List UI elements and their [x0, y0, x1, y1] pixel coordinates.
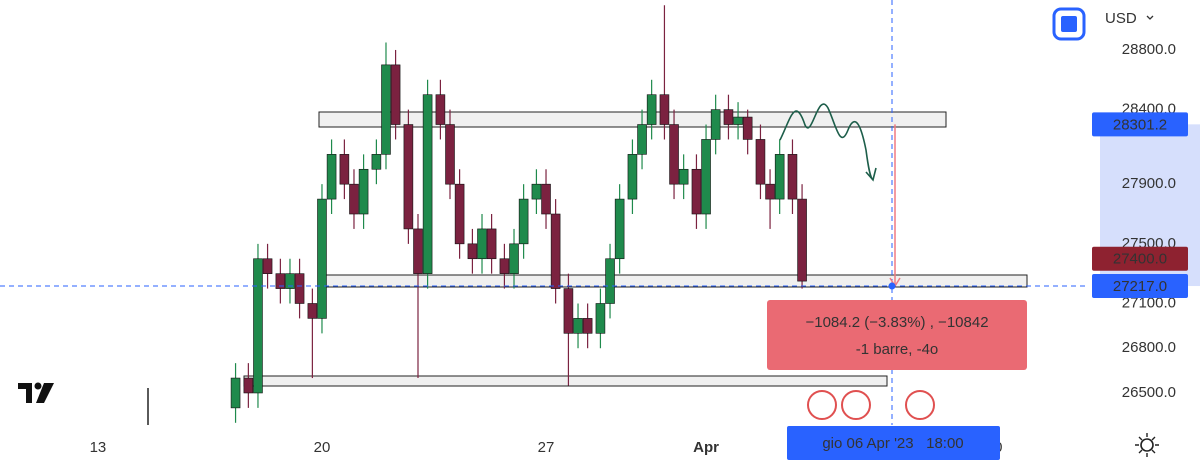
x-tick-label: Apr	[693, 439, 719, 456]
event-flags	[807, 390, 935, 420]
y-tick-label: 27900.0	[1122, 175, 1176, 192]
x-tick-label: 27	[538, 439, 555, 456]
y-tick-label: 26800.0	[1122, 339, 1176, 356]
candle-body	[787, 154, 798, 200]
price-marker-label: 27400.0	[1113, 251, 1167, 268]
candle-body	[253, 258, 263, 394]
candle-body	[467, 243, 478, 260]
candle-body	[390, 64, 401, 125]
hand-drawn-arrow	[779, 103, 877, 182]
sun-rays	[1135, 433, 1159, 457]
candle-body	[339, 154, 350, 185]
zone-rect	[319, 274, 1028, 288]
logo-part	[18, 383, 32, 403]
zone-rect	[243, 375, 888, 387]
candle-body	[422, 94, 433, 274]
candle-body	[285, 273, 295, 289]
price-marker	[1092, 246, 1188, 271]
candle-body	[403, 124, 414, 230]
candle-body	[486, 228, 497, 260]
candle-body	[230, 377, 241, 409]
candle-body	[307, 303, 318, 319]
candle-body	[678, 168, 689, 185]
price-marker	[1092, 274, 1188, 299]
candle-body	[541, 183, 551, 215]
tv-logo	[18, 382, 54, 403]
flag-icon[interactable]	[807, 390, 837, 420]
crosshair-dot	[888, 282, 896, 290]
candle-body	[454, 183, 465, 245]
x-tick-label: 20	[314, 439, 331, 456]
candle-body	[659, 94, 670, 125]
measure-text: −1084.2 (−3.83%) , −10842	[805, 314, 988, 331]
candle-body	[326, 154, 337, 200]
candle-body	[710, 109, 721, 140]
candle-body	[262, 258, 273, 274]
flag-icon[interactable]	[841, 390, 871, 420]
cursor-date-label: gio 06 Apr '23 18:00	[822, 435, 963, 452]
logo-part	[36, 383, 54, 403]
candle-body	[733, 116, 743, 125]
candle-body	[573, 318, 583, 334]
candle-body	[742, 116, 753, 140]
measure-box	[767, 300, 1027, 370]
price-marker	[1092, 112, 1188, 137]
candle-body	[755, 139, 766, 185]
candle-body	[435, 94, 446, 125]
candle-body	[627, 154, 638, 200]
flag-icon[interactable]	[905, 390, 935, 420]
candle-body	[646, 94, 657, 125]
y-tick-label: 27100.0	[1122, 294, 1176, 311]
fullscreen-icon	[1061, 16, 1077, 32]
candle-body	[797, 198, 807, 282]
currency-chevron	[1146, 15, 1154, 20]
candle-body	[774, 154, 785, 200]
theme-icon[interactable]	[1135, 433, 1159, 457]
candle-body	[605, 258, 615, 304]
candle-body	[294, 273, 305, 304]
candle-body	[371, 154, 382, 170]
candle-body	[701, 139, 711, 215]
zone-rect	[318, 111, 947, 128]
candle-body	[445, 124, 455, 185]
logo-part	[34, 382, 42, 390]
candle-body	[531, 183, 542, 200]
candle-body	[349, 183, 359, 215]
price-marker-label: 28301.2	[1113, 116, 1167, 133]
candle-body	[637, 124, 647, 155]
y-tick-label: 28800.0	[1122, 41, 1176, 58]
candle-body	[582, 318, 593, 334]
y-tick-label: 26500.0	[1122, 384, 1176, 401]
candle-body	[614, 198, 625, 260]
candle-body	[691, 168, 702, 215]
candle-body	[358, 168, 369, 215]
measure-text: -1 barre, -4o	[856, 341, 939, 358]
candle-body	[381, 64, 391, 155]
candle-body	[413, 228, 423, 274]
candle-body	[595, 303, 606, 334]
candle-body	[765, 183, 775, 200]
candle-body	[669, 124, 679, 185]
candles	[230, 5, 807, 423]
cursor-date-box	[787, 426, 1000, 460]
drawings	[243, 111, 1028, 387]
candle-body	[550, 213, 561, 289]
x-tick-label: 13	[90, 439, 107, 456]
candle-body	[243, 377, 254, 394]
candle-body	[563, 288, 574, 334]
candle-body	[509, 243, 519, 274]
candle-body	[518, 198, 529, 245]
candle-body	[477, 228, 487, 260]
candle-body	[317, 198, 327, 319]
candle-body	[499, 258, 510, 274]
candle-body	[723, 109, 734, 125]
sun-icon	[1140, 438, 1154, 452]
candle-body	[275, 273, 286, 289]
currency-label[interactable]: USD	[1105, 10, 1137, 27]
price-marker-label: 27217.0	[1113, 278, 1167, 295]
